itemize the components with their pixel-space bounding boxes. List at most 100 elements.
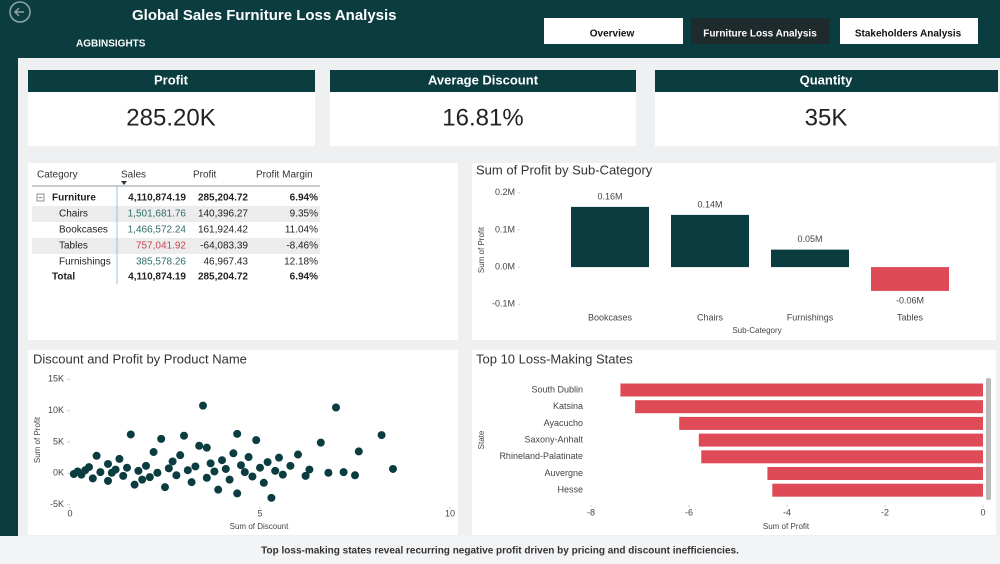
point [263, 458, 272, 467]
x-tick-label: -6 [685, 507, 693, 517]
point [187, 478, 196, 487]
point [225, 475, 234, 484]
point [119, 471, 128, 480]
column-header: Sales [121, 170, 146, 181]
collapse-icon[interactable] [36, 193, 45, 202]
column-header: Profit [193, 170, 217, 181]
back-button[interactable] [9, 1, 31, 23]
x-tick-label: 5 [257, 508, 262, 518]
cell: 12.18% [284, 257, 318, 268]
scrollbar[interactable] [986, 378, 991, 500]
point [172, 471, 181, 480]
y-tick-label: Katsina [553, 401, 583, 411]
point [202, 443, 211, 452]
point [164, 464, 173, 473]
data-label: 0.05M [797, 234, 822, 244]
point [301, 471, 310, 480]
point [214, 485, 223, 494]
tab-label[interactable]: Stakeholders Analysis [855, 29, 962, 40]
cell: 46,967.43 [204, 257, 249, 268]
point [377, 431, 386, 440]
point [339, 468, 348, 477]
point [248, 472, 257, 481]
point [294, 450, 302, 459]
kpi-label: Profit [154, 72, 189, 87]
cell: 1,466,572.24 [128, 225, 187, 236]
point [126, 430, 135, 439]
point [221, 464, 230, 473]
point [218, 456, 226, 465]
sort-icon[interactable] [121, 181, 127, 185]
x-axis-title: Sum of Discount [230, 522, 289, 531]
kpi-label: Average Discount [428, 72, 539, 87]
y-tick-label: Ayacucho [544, 418, 583, 428]
row-label: Furnishings [59, 257, 111, 268]
point [332, 403, 340, 412]
cell: 285,204.72 [198, 193, 248, 204]
point [92, 451, 101, 460]
point [354, 447, 363, 456]
point [244, 453, 253, 462]
point [191, 462, 200, 471]
bar [571, 206, 649, 268]
x-tick-label: Furnishings [787, 312, 834, 322]
tab[interactable] [840, 18, 978, 44]
point [233, 489, 242, 498]
bar [620, 383, 983, 397]
chart: Discount and Profit by Product Name Sum o… [33, 351, 455, 531]
tab[interactable] [544, 18, 683, 44]
tab-label[interactable]: Overview [590, 29, 635, 40]
cell: 161,924.42 [198, 225, 248, 236]
point [271, 466, 280, 475]
bar [671, 214, 749, 268]
column-header: Category [37, 170, 78, 181]
point [149, 448, 158, 457]
kpi-value: 285.20K [126, 104, 215, 131]
point [157, 434, 166, 443]
row-label: Total [52, 272, 75, 283]
point [96, 468, 105, 477]
kpi-value: 16.81% [442, 104, 523, 131]
kpi-label: Quantity [800, 72, 853, 87]
point [176, 451, 185, 460]
y-tick-label: 0.1M [495, 224, 515, 234]
x-tick-label: Tables [897, 312, 924, 322]
tab-active[interactable] [691, 18, 830, 44]
kpi-card: Average Discount 16.81% [330, 70, 636, 146]
tab-label[interactable]: Furniture Loss Analysis [703, 29, 817, 40]
point [389, 464, 397, 473]
y-tick-label: Auvergne [544, 468, 583, 478]
point [88, 474, 97, 483]
x-tick-label: 0 [67, 508, 72, 518]
bar [679, 416, 983, 430]
point [138, 475, 147, 484]
kpi-card: Profit 285.20K [28, 70, 315, 146]
y-tick-label: Hesse [557, 485, 583, 495]
data-label: -0.06M [896, 295, 924, 305]
bar [767, 467, 983, 480]
cell: -8.46% [286, 241, 318, 252]
point [145, 473, 154, 482]
chart-title: Sum of Profit by Sub-Category [476, 162, 653, 177]
point [229, 449, 238, 458]
bar [701, 450, 983, 464]
point [107, 468, 116, 477]
caption: Top loss-making states reveal recurring … [261, 546, 739, 557]
chart: Sum of Profit by Sub-Category Sub-Categor… [476, 162, 949, 335]
x-axis-title: Sum of Profit [763, 522, 810, 531]
point [202, 473, 211, 482]
cell: 4,110,874.19 [128, 193, 186, 204]
y-tick-label: 10K [48, 405, 64, 415]
point [267, 493, 276, 502]
point [324, 468, 333, 477]
point [286, 461, 295, 470]
cell: 11.04% [285, 225, 318, 236]
point [142, 461, 150, 470]
chart-title: Discount and Profit by Product Name [33, 351, 247, 366]
point [351, 471, 359, 480]
cell: 6.94% [290, 272, 318, 283]
chart: Top 10 Loss-Making States Sum of Profit St… [476, 351, 986, 531]
row-label: Bookcases [59, 225, 108, 236]
